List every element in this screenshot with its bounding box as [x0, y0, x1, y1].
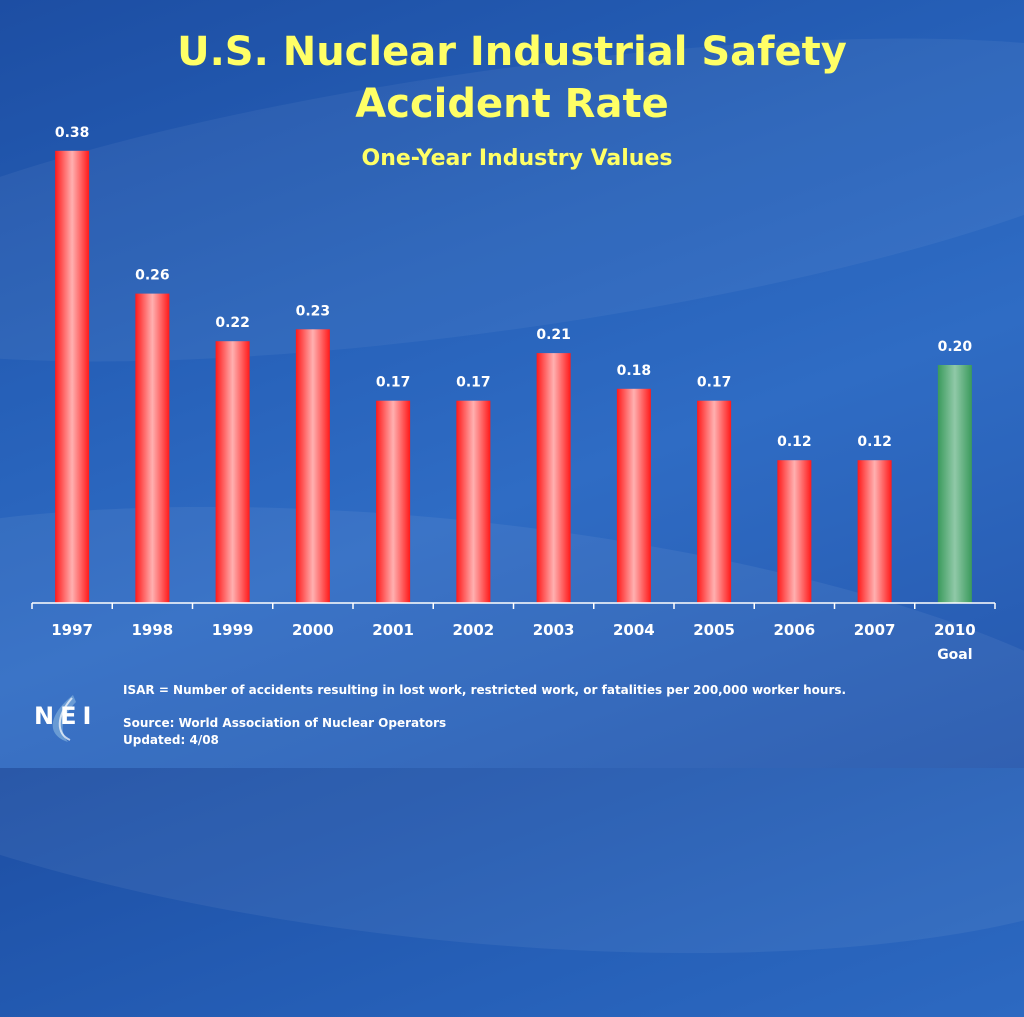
chart-title: U.S. Nuclear Industrial Safety Accident …	[0, 26, 1024, 130]
bar-value-label: 0.20	[938, 339, 973, 355]
bar-value-label: 0.18	[617, 363, 652, 379]
updated-note: Updated: 4/08	[123, 733, 219, 747]
bar-value-label: 0.22	[215, 315, 250, 331]
bar	[376, 400, 411, 603]
nei-swirl-logo-icon	[52, 695, 76, 742]
bar	[697, 400, 732, 603]
source-note: Source: World Association of Nuclear Ope…	[123, 716, 447, 730]
nei-logo: NEI	[28, 690, 118, 750]
x-tick-label: 2004	[613, 621, 655, 639]
x-tick-label: 2005	[693, 621, 735, 639]
x-tick-label: 2001	[372, 621, 414, 639]
x-tick-label: 2003	[533, 621, 575, 639]
bar-value-label: 0.17	[697, 375, 732, 391]
chart-title-line-2: Accident Rate	[355, 81, 669, 127]
bar-value-label: 0.23	[296, 303, 331, 319]
x-tick-label: 2006	[774, 621, 816, 639]
chart-subtitle: One-Year Industry Values	[361, 146, 673, 171]
bar-value-label: 0.21	[536, 327, 571, 343]
bar-value-label: 0.17	[376, 375, 411, 391]
bar	[456, 400, 491, 603]
bar-value-label: 0.12	[777, 434, 812, 450]
bar	[215, 341, 250, 603]
bar	[295, 329, 330, 603]
bar-value-label: 0.26	[135, 268, 170, 284]
bar-value-label: 0.12	[857, 434, 892, 450]
x-tick-label: 2000	[292, 621, 334, 639]
bar	[135, 293, 170, 603]
bar	[857, 460, 892, 603]
x-tick-label: 2002	[453, 621, 495, 639]
bar	[616, 388, 651, 603]
isar-definition: ISAR = Number of accidents resulting in …	[123, 683, 847, 697]
x-tick-label: 2010	[934, 621, 976, 639]
x-tick-sublabel: Goal	[937, 647, 972, 663]
logo-text: NEI	[34, 702, 98, 730]
bar	[536, 353, 571, 603]
x-axis: 1997 1998 1999 2000 2001 2002 2003 2004 2005 2006…	[31, 602, 996, 663]
bar-chart: 0.38 0.26 0.22 0.23 0.17 0.17 0.21 0.18 0.17 0.12…	[31, 125, 996, 663]
bar-value-label: 0.17	[456, 375, 491, 391]
bar-value-label: 0.38	[55, 125, 90, 141]
x-tick-label: 2007	[854, 621, 896, 639]
x-tick-label: 1999	[212, 621, 254, 639]
bar	[55, 150, 90, 604]
bar	[777, 460, 812, 603]
chart-title-line-1: U.S. Nuclear Industrial Safety	[177, 29, 847, 75]
x-tick-label: 1997	[51, 621, 93, 639]
x-tick-label: 1998	[132, 621, 174, 639]
bar-goal	[937, 365, 972, 603]
bar-series: 0.38 0.26 0.22 0.23 0.17 0.17 0.21 0.18 0.17 0.12…	[55, 125, 973, 604]
